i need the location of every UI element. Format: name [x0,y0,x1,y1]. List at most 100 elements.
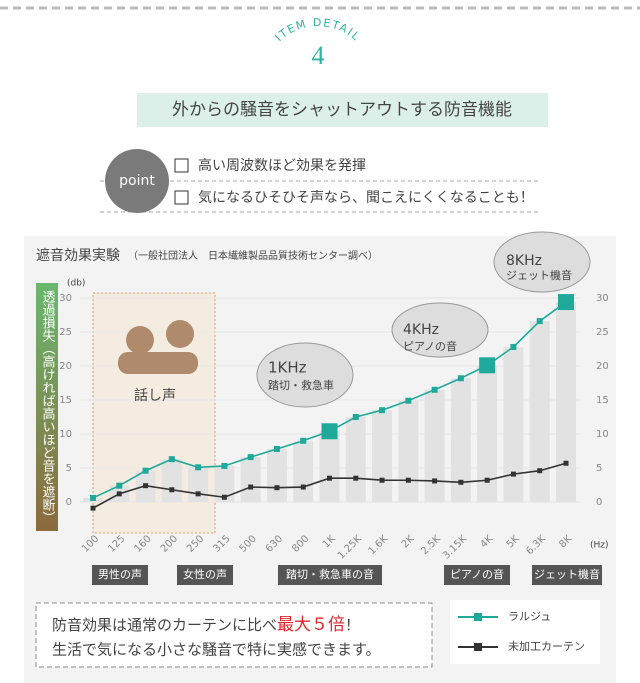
y2-tick-label: 15 [596,395,609,406]
point [484,477,490,483]
point [142,467,149,474]
point [321,423,338,440]
point [479,357,496,374]
y-unit: (db) [67,279,85,289]
legend [450,600,600,664]
y-tick-label: 10 [59,429,72,440]
point [300,484,306,490]
point [327,475,332,481]
point [353,475,359,481]
point [116,491,122,497]
bar [214,465,235,502]
y2-tick-label: 25 [596,327,609,338]
point-badge-text: point [119,173,155,189]
point-item: 高い周波数ほど効果を発揮 [198,157,366,174]
y2-tick-label: 10 [596,429,609,440]
bar [319,431,340,502]
point [168,456,175,463]
eyebrow-path: ITEM DETAIL [272,16,361,44]
point [195,491,201,497]
point [458,479,464,485]
note-box [35,602,433,668]
point [273,445,280,452]
note-text: ！ [345,616,360,634]
annotation: 踏切・救急車 [268,378,334,392]
point [510,471,516,477]
y2-tick-label: 5 [596,463,602,474]
point [195,464,202,471]
point [116,482,123,489]
y2-tick-label: 0 [596,497,602,508]
chart-subtitle: （一般社団法人 日本繊維製品品質技術センター調べ） [128,249,378,262]
point [221,462,228,469]
bar [503,346,524,502]
chart-title: 遮音効果実験 [36,247,120,264]
point-badge [105,149,169,213]
bar [240,457,261,502]
region-labels: 男性の声 女性の声 踏切・救急車の音 ピアノの音 ジェット機音 [92,565,602,585]
point [457,375,464,382]
bar [398,400,419,502]
region-label-bg [177,565,233,585]
banner [137,93,548,127]
bar [556,302,576,502]
annotation-title: 1KHz [268,359,307,377]
person-icon [166,320,194,348]
bubble [256,342,354,408]
bar [450,378,471,502]
y-tick-label: 30 [59,293,72,304]
annotation-title: 4KHz [403,322,439,338]
banner-title: 外からの騒音をシャットアウトする防音機能 [172,100,512,120]
point [221,494,227,500]
y2-tick-label: 20 [596,361,609,372]
region-label: 女性の声 [183,567,227,581]
point [537,468,543,474]
bar [529,321,550,502]
point [558,294,574,311]
annotation: ピアノの音 [403,339,457,353]
bar [372,410,393,502]
point [405,397,412,404]
point [143,483,149,489]
y-tick-label: 0 [66,497,72,508]
bar [188,467,209,502]
region-label: ジェット機音 [534,567,600,581]
point [274,485,280,491]
point [536,318,543,325]
point [169,487,175,493]
legend-label: 未加工カーテン [508,640,585,653]
bar [161,459,182,502]
point [431,386,438,393]
y-label-bar [36,283,58,531]
y-axis-label: 透過損失（高ければ高いほど音を遮断） [40,290,56,524]
note-line: 防音効果は通常のカーテンに比べ最大５倍！ [52,615,360,635]
point [352,414,359,420]
point [90,505,96,511]
bar [345,417,366,502]
note-text: 防音効果は通常のカーテンに比べ [52,616,277,634]
y-tick-label: 5 [66,463,72,474]
annotation: ジェット機音 [506,268,572,282]
region-label: ピアノの音 [450,567,504,581]
point [248,484,254,490]
region-label-bg [278,565,382,585]
region-label-bg [532,565,602,585]
point [432,478,438,484]
item-number: 4 [312,41,325,70]
point [405,477,411,483]
x-unit: (Hz) [590,541,609,551]
person-icon [126,326,154,354]
point [90,494,96,501]
annotation: 話し声 [134,387,176,404]
eyebrow: ITEM DETAIL [272,16,363,44]
annotation-title: 8KHz [506,253,542,269]
point [379,477,385,483]
point [300,437,307,444]
point [563,460,569,466]
bar [424,389,445,502]
note-line: 生活で気になる小さな騒音で特に実感できます。 [52,641,381,659]
region-label-bg [444,565,510,585]
region-label: 踏切・救急車の音 [286,567,374,581]
